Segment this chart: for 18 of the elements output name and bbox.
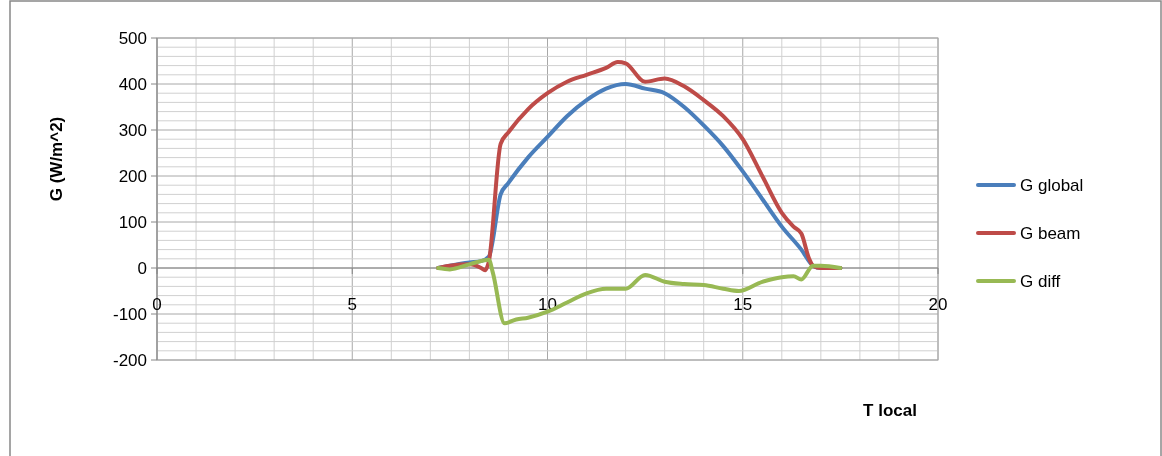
y-tick-label: -200 — [112, 350, 147, 370]
legend-label: G beam — [1020, 223, 1081, 243]
x-tick-label: 5 — [347, 295, 357, 314]
x-tick-label: 15 — [733, 295, 753, 314]
y-tick-label: 300 — [118, 120, 147, 140]
legend-label: G diff — [1020, 271, 1061, 291]
x-tick-label: 0 — [152, 295, 162, 314]
x-tick-label: 20 — [928, 295, 948, 314]
line-series — [436, 257, 843, 326]
y-tick-label: 200 — [118, 166, 147, 186]
x-axis-title: T local — [863, 401, 917, 420]
legend-label: G global — [1020, 175, 1084, 195]
y-tick-label: 400 — [118, 74, 147, 94]
y-tick-label: -100 — [112, 304, 147, 324]
y-tick-label: 0 — [137, 258, 147, 278]
y-axis-title: G (W/m^2) — [47, 116, 66, 202]
y-tick-label: 500 — [118, 28, 147, 48]
y-tick-label: 100 — [118, 212, 147, 232]
